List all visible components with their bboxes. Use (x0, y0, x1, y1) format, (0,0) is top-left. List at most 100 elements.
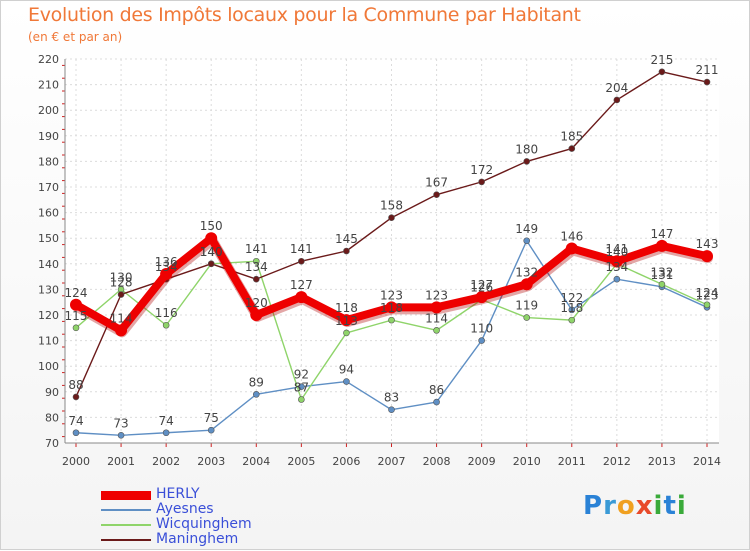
x-tick-label: 2006 (332, 455, 360, 468)
data-label: 86 (429, 383, 444, 397)
data-point (343, 247, 350, 255)
data-label: 74 (159, 414, 174, 428)
data-point (252, 257, 260, 265)
data-label: 124 (65, 286, 88, 300)
x-tick-label: 2007 (378, 455, 406, 468)
data-point (205, 232, 218, 245)
data-point (565, 242, 578, 255)
data-point (388, 316, 395, 324)
data-label: 88 (68, 378, 83, 392)
data-point (568, 306, 576, 314)
logo-letter: r (603, 491, 617, 521)
data-label: 143 (696, 237, 719, 251)
data-label: 75 (204, 411, 219, 425)
y-tick-label: 70 (45, 437, 59, 450)
data-label: 118 (335, 301, 358, 315)
data-label: 122 (560, 291, 583, 305)
data-point (388, 406, 395, 414)
data-label: 215 (650, 53, 673, 67)
y-tick-label: 100 (38, 360, 59, 373)
y-tick-label: 150 (38, 232, 59, 245)
data-label: 134 (155, 260, 178, 274)
proxiti-logo: Proxiti (583, 491, 687, 521)
x-tick-label: 2004 (242, 455, 270, 468)
chart-title: Evolution des Impôts locaux pour la Comm… (28, 4, 581, 26)
data-point (433, 327, 440, 334)
data-label: 185 (560, 130, 583, 144)
data-point (613, 96, 621, 104)
data-point (160, 268, 173, 281)
data-point (207, 260, 215, 268)
x-tick-label: 2011 (558, 455, 586, 468)
data-label: 145 (335, 232, 358, 246)
x-tick-label: 2000 (62, 455, 90, 468)
logo-letter: x (635, 491, 654, 521)
logo-letter: i (653, 491, 664, 521)
x-tick-label: 2013 (648, 455, 676, 468)
data-point (523, 314, 531, 321)
data-point (658, 68, 666, 76)
data-label: 114 (425, 311, 448, 325)
x-tick-label: 2012 (603, 455, 631, 468)
data-label: 140 (200, 245, 223, 259)
legend-swatch (101, 509, 151, 511)
data-point (655, 239, 668, 252)
data-label: 132 (515, 265, 538, 279)
data-label: 73 (113, 416, 128, 430)
legend-label: HERLY (156, 486, 200, 502)
data-point (343, 329, 350, 337)
data-label: 74 (68, 414, 83, 428)
data-point (568, 316, 576, 324)
data-label: 167 (425, 176, 448, 190)
logo-letter: o (616, 491, 636, 521)
data-label: 87 (294, 380, 309, 394)
data-point (475, 291, 488, 304)
data-point (298, 396, 305, 403)
data-label: 141 (290, 242, 313, 256)
data-point (295, 291, 308, 304)
data-label: 141 (245, 242, 268, 256)
data-label: 204 (605, 81, 628, 95)
y-tick-label: 80 (45, 411, 59, 424)
data-point (478, 337, 485, 344)
y-tick-label: 160 (38, 207, 59, 220)
logo-letter: P (583, 491, 604, 521)
data-point (162, 321, 170, 329)
series-herly (70, 232, 713, 338)
data-label: 120 (245, 296, 268, 310)
data-label: 124 (696, 286, 719, 300)
data-label: 123 (380, 288, 403, 302)
data-label: 123 (696, 288, 719, 302)
data-label: 131 (650, 268, 673, 282)
data-point (433, 191, 440, 198)
data-point (433, 398, 440, 406)
x-tick-label: 2010 (513, 455, 541, 468)
x-tick-label: 2009 (468, 455, 496, 468)
data-label: 146 (560, 229, 583, 243)
data-label: 132 (650, 265, 673, 279)
data-label: 149 (515, 222, 538, 236)
y-tick-label: 210 (38, 79, 59, 92)
data-label: 89 (249, 375, 264, 389)
x-tick-label: 2005 (287, 455, 315, 468)
data-point (388, 214, 395, 222)
data-label: 118 (560, 301, 583, 315)
data-label: 136 (155, 255, 178, 269)
y-tick-label: 170 (38, 181, 59, 194)
y-tick-label: 200 (38, 104, 59, 117)
data-label: 127 (290, 278, 313, 292)
data-point (250, 309, 263, 321)
logo-letter: i (676, 491, 687, 521)
data-point (523, 237, 531, 245)
data-label: 128 (110, 276, 133, 290)
data-point (478, 178, 485, 186)
data-point (117, 291, 125, 298)
data-label: 118 (380, 301, 403, 315)
data-point (701, 250, 713, 263)
legend-swatch (101, 524, 151, 526)
data-point (568, 145, 576, 152)
data-point (430, 301, 443, 314)
series-maninghem (72, 68, 711, 401)
